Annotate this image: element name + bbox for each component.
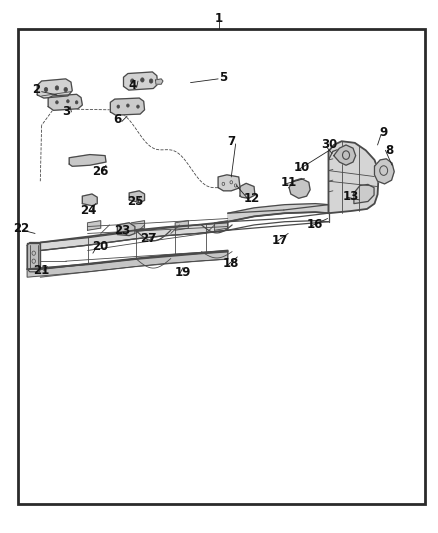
- Polygon shape: [40, 252, 228, 277]
- Circle shape: [131, 79, 134, 83]
- Text: 1: 1: [215, 12, 223, 25]
- Text: 11: 11: [281, 176, 297, 189]
- Polygon shape: [124, 72, 158, 90]
- Polygon shape: [27, 252, 228, 277]
- Polygon shape: [328, 141, 379, 213]
- Text: 27: 27: [140, 232, 156, 245]
- Text: 6: 6: [113, 114, 121, 126]
- Circle shape: [141, 78, 144, 82]
- Circle shape: [75, 101, 78, 104]
- Text: 7: 7: [227, 135, 235, 148]
- Text: 16: 16: [306, 219, 323, 231]
- Text: 22: 22: [13, 222, 29, 235]
- Text: 25: 25: [127, 195, 143, 208]
- Text: 9: 9: [379, 126, 387, 139]
- Polygon shape: [218, 175, 240, 191]
- Polygon shape: [69, 155, 106, 166]
- Polygon shape: [155, 79, 163, 84]
- Polygon shape: [48, 94, 82, 110]
- Circle shape: [149, 79, 153, 83]
- Polygon shape: [82, 194, 97, 206]
- Polygon shape: [215, 221, 228, 230]
- Polygon shape: [129, 191, 145, 203]
- Circle shape: [127, 104, 129, 107]
- Text: 18: 18: [223, 257, 240, 270]
- Polygon shape: [40, 223, 228, 251]
- Text: 19: 19: [175, 266, 191, 279]
- Polygon shape: [289, 179, 310, 198]
- Text: 10: 10: [294, 161, 311, 174]
- Text: 30: 30: [321, 139, 338, 151]
- Bar: [18, 29, 425, 504]
- Text: 17: 17: [271, 235, 288, 247]
- Text: 5: 5: [219, 71, 227, 84]
- Polygon shape: [27, 243, 40, 272]
- Circle shape: [67, 100, 69, 103]
- Text: 13: 13: [342, 190, 359, 203]
- Circle shape: [137, 105, 139, 108]
- Polygon shape: [131, 221, 145, 230]
- Text: 3: 3: [63, 106, 71, 118]
- Text: 12: 12: [244, 192, 260, 205]
- Circle shape: [56, 101, 58, 104]
- Polygon shape: [228, 204, 328, 222]
- Text: 23: 23: [113, 224, 130, 237]
- Text: 2: 2: [32, 83, 40, 95]
- Polygon shape: [240, 183, 255, 198]
- Circle shape: [64, 87, 67, 92]
- Text: 4: 4: [128, 79, 136, 92]
- Polygon shape: [110, 98, 145, 115]
- Polygon shape: [88, 221, 101, 230]
- Circle shape: [44, 87, 48, 92]
- Polygon shape: [175, 221, 188, 230]
- Polygon shape: [354, 184, 374, 204]
- Polygon shape: [334, 145, 356, 165]
- Circle shape: [55, 86, 59, 90]
- Polygon shape: [374, 159, 394, 184]
- Polygon shape: [37, 79, 72, 98]
- Polygon shape: [117, 223, 135, 236]
- Polygon shape: [27, 243, 40, 269]
- Text: 8: 8: [385, 144, 393, 157]
- Text: 24: 24: [80, 204, 97, 217]
- Text: 26: 26: [92, 165, 108, 178]
- Text: 21: 21: [33, 264, 50, 277]
- Text: 20: 20: [92, 240, 108, 253]
- Circle shape: [117, 105, 120, 108]
